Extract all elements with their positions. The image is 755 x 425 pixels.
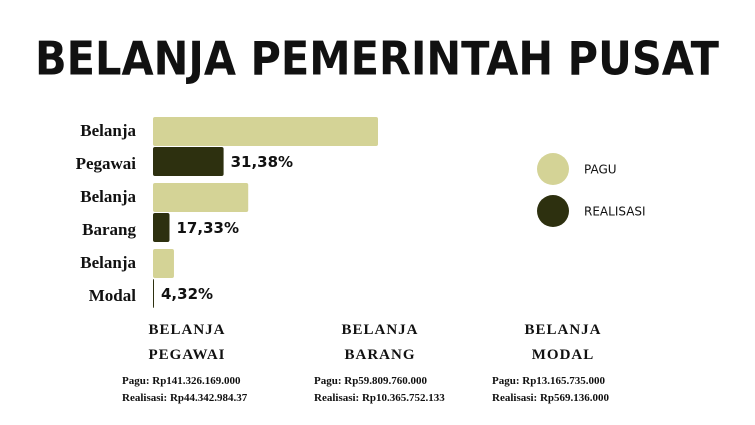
legend-label: PAGU [584,163,617,177]
legend-swatch [537,153,569,185]
detail-realisasi: Realisasi: Rp569.136.000 [492,392,610,404]
percentage-label: 31,38% [231,153,293,171]
bar [153,249,174,278]
detail-pagu: Pagu: Rp59.809.760.000 [314,375,428,387]
detail-realisasi: Realisasi: Rp44.342.984.37 [122,392,248,404]
bar [153,147,224,176]
detail-realisasi: Realisasi: Rp10.365.752.133 [314,392,445,404]
legend-swatch [537,195,569,227]
legend-label: REALISASI [584,205,646,219]
bar [153,183,249,212]
bar [153,117,378,146]
bar [153,279,154,308]
bar [153,213,170,242]
percentage-label: 17,33% [177,219,239,237]
category-label: Belanja Modal [80,253,136,305]
detail-pagu: Pagu: Rp141.326.169.000 [122,375,241,387]
detail-title: BELANJA BARANG [341,322,419,363]
detail-pagu: Pagu: Rp13.165.735.000 [492,375,606,387]
chart-title: BELANJA PEMERINTAH PUSAT [35,32,720,86]
percentage-label: 4,32% [161,285,213,303]
detail-title: BELANJA PEGAWAI [148,322,226,363]
category-label: Belanja Pegawai [75,121,136,173]
detail-title: BELANJA MODAL [524,322,602,363]
category-label: Belanja Barang [80,187,136,239]
